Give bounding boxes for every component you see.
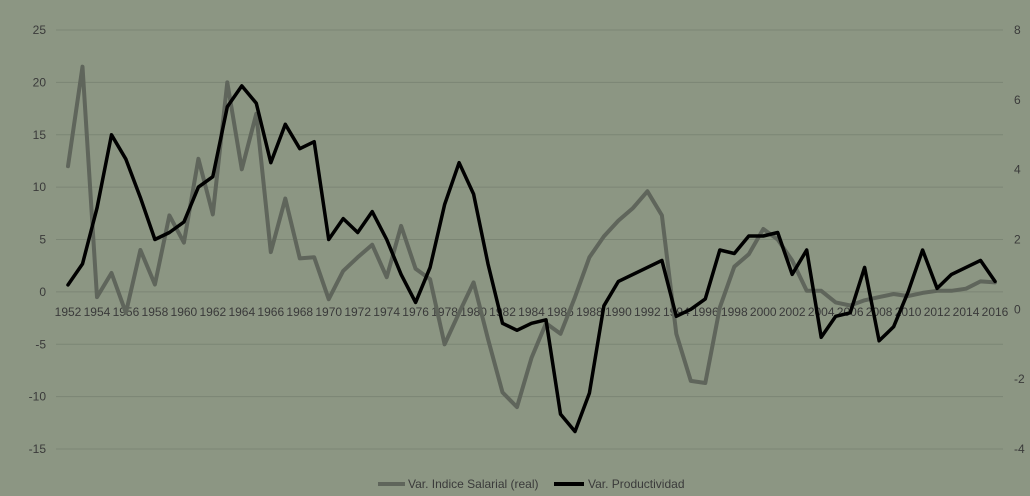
x-tick-label: 1990	[605, 305, 632, 319]
y-left-tick-label: -10	[29, 390, 47, 404]
y-axis-left: 25 20 15 10 5 0 -5 -10 -15	[29, 23, 47, 456]
x-tick-label: 1952	[55, 305, 82, 319]
x-tick-label: 1968	[286, 305, 313, 319]
y-right-tick-label: 0	[1014, 302, 1021, 316]
x-tick-label: 1972	[344, 305, 371, 319]
x-tick-label: 2016	[982, 305, 1009, 319]
x-tick-label: 2002	[779, 305, 806, 319]
series-lines	[66, 64, 997, 434]
x-tick-label: 1992	[634, 305, 661, 319]
x-tick-label: 1960	[171, 305, 198, 319]
legend-label-wage: Var. Indice Salarial (real)	[408, 477, 539, 491]
legend-label-productivity: Var. Productividad	[588, 477, 685, 491]
x-tick-label: 1954	[84, 305, 111, 319]
y-left-tick-label: -15	[29, 442, 47, 456]
x-tick-label: 1976	[402, 305, 429, 319]
x-tick-label: 1984	[518, 305, 545, 319]
y-left-tick-label: 0	[39, 285, 46, 299]
x-tick-label: 2014	[953, 305, 980, 319]
y-left-tick-label: -5	[35, 337, 46, 351]
x-tick-label: 1970	[315, 305, 342, 319]
x-tick-label: 1982	[489, 305, 516, 319]
x-tick-label: 1958	[142, 305, 169, 319]
y-right-tick-label: 4	[1014, 163, 1021, 177]
x-tick-label: 1974	[373, 305, 400, 319]
x-axis: 1952 1954 1956 1958 1960 1962 1964 1966 1968 1970…	[55, 305, 1009, 319]
x-tick-label: 1998	[721, 305, 748, 319]
y-right-tick-label: -4	[1014, 442, 1025, 456]
y-right-tick-label: 6	[1014, 93, 1021, 107]
x-tick-label: 2004	[808, 305, 835, 319]
x-tick-label: 2000	[750, 305, 777, 319]
series-line-wage-index	[66, 64, 997, 410]
y-right-tick-label: 8	[1014, 23, 1021, 37]
y-axis-right: 8 6 4 2 0 -2 -4	[1014, 23, 1025, 456]
x-tick-label: 2008	[866, 305, 893, 319]
x-tick-label: 1966	[257, 305, 284, 319]
x-tick-label: 2012	[924, 305, 951, 319]
series-line-productivity	[66, 84, 997, 434]
y-left-tick-label: 10	[33, 180, 47, 194]
y-left-tick-label: 15	[33, 128, 47, 142]
x-tick-label: 1988	[576, 305, 603, 319]
gridlines	[56, 29, 1003, 450]
x-tick-label: 1962	[199, 305, 226, 319]
y-left-tick-label: 25	[33, 23, 47, 37]
legend: Var. Indice Salarial (real) Var. Product…	[378, 477, 685, 491]
x-tick-label: 1996	[692, 305, 719, 319]
x-tick-label: 1964	[228, 305, 255, 319]
y-right-tick-label: -2	[1014, 372, 1025, 386]
y-right-tick-label: 2	[1014, 233, 1021, 247]
y-left-tick-label: 5	[39, 233, 46, 247]
y-left-tick-label: 20	[33, 75, 47, 89]
